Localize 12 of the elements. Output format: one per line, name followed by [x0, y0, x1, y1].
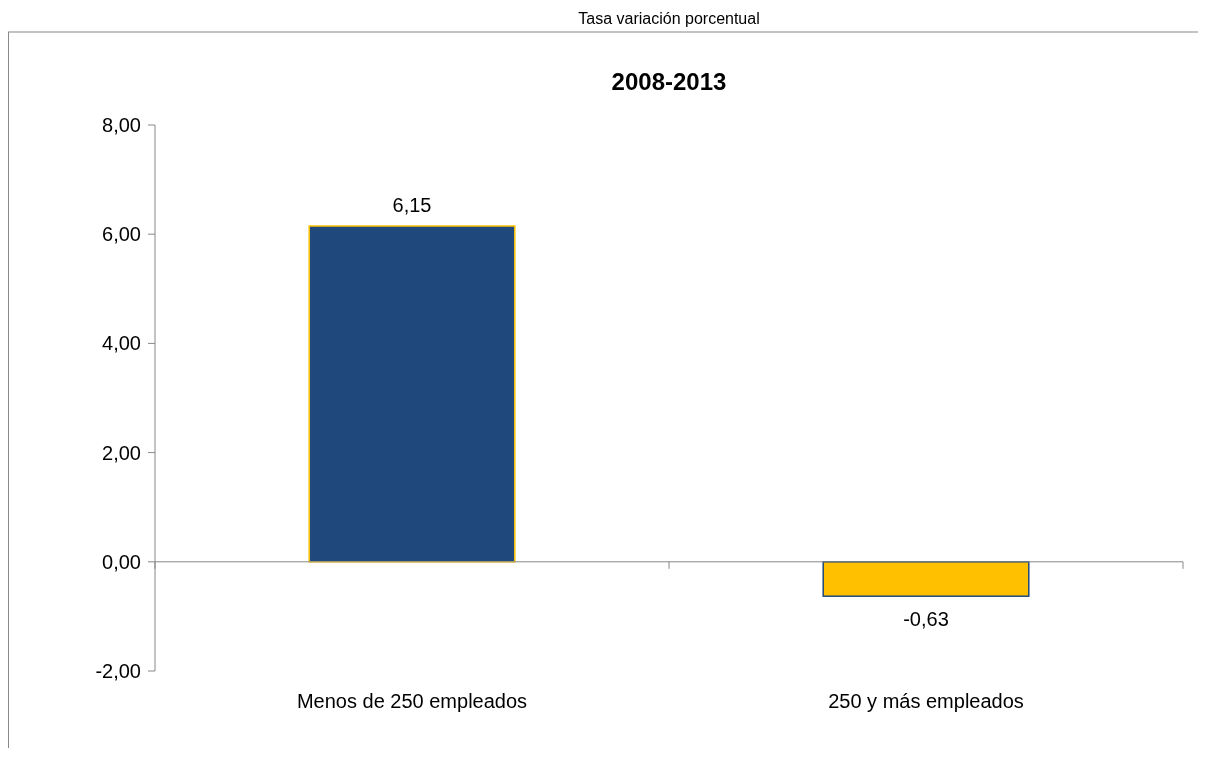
chart-subtitle: 2008-2013 — [611, 68, 727, 95]
y-tick-label: 0,00 — [102, 550, 141, 573]
y-tick-label: -2,00 — [95, 660, 141, 682]
y-tick-label: 2,00 — [102, 441, 141, 464]
data-label: 6,15 — [392, 194, 432, 217]
x-tick-label: 250 y más empleados — [828, 690, 1024, 712]
chart-title: Tasa variación porcentual — [578, 10, 760, 27]
x-tick-label: Menos de 250 empleados — [296, 690, 528, 712]
y-tick-label: 8,00 — [102, 114, 141, 136]
y-tick-label: 6,00 — [102, 223, 141, 246]
data-label: -0,63 — [903, 608, 949, 631]
y-tick-label: 4,00 — [102, 332, 141, 355]
